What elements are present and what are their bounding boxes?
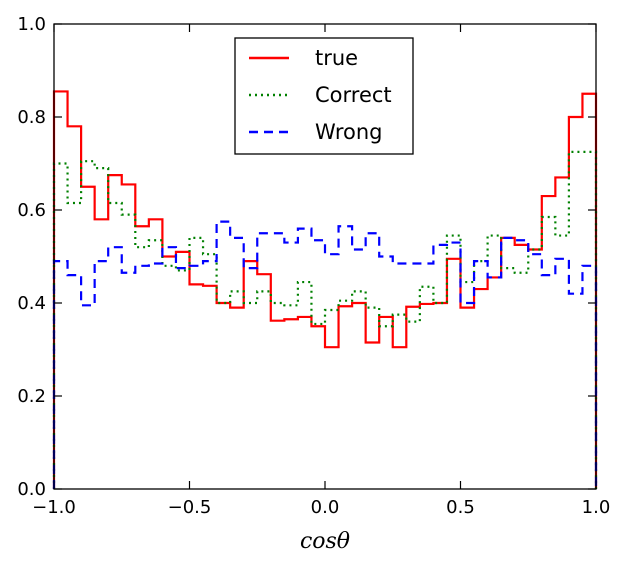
ticks-layer (53, 23, 597, 490)
legend-entry-true: true (249, 46, 358, 70)
legend-label-wrong: Wrong (315, 120, 382, 144)
series-line-wrong (52, 220, 598, 489)
x-tick-label-2: 0.0 (311, 497, 340, 518)
y-tick-label-2: 0.4 (17, 293, 46, 314)
series-wrong (52, 220, 598, 489)
legend-label-correct: Correct (315, 83, 392, 107)
legend-label-true: true (315, 46, 358, 70)
y-tick-label-0: 0.0 (17, 479, 46, 500)
x-tick-labels: −1.0 −0.5 0.0 0.5 1.0 (32, 497, 610, 518)
series-layer (52, 90, 598, 489)
legend: true Correct Wrong (234, 37, 414, 155)
y-tick-labels: 0.0 0.2 0.4 0.6 0.8 1.0 (17, 14, 46, 500)
legend-entry-wrong: Wrong (249, 120, 382, 144)
legend-entry-correct: Correct (249, 83, 392, 107)
x-tick-label-0: −1.0 (32, 497, 76, 518)
legend-entries: true Correct Wrong (249, 46, 392, 144)
y-tick-label-1: 0.2 (17, 386, 46, 407)
y-tick-label-5: 1.0 (17, 14, 46, 35)
y-tick-label-3: 0.6 (17, 200, 46, 221)
x-tick-label-1: −0.5 (168, 497, 212, 518)
x-axis-title: cosθ (300, 529, 350, 554)
x-tick-label-3: 0.5 (446, 497, 475, 518)
x-tick-label-4: 1.0 (582, 497, 611, 518)
y-tick-label-4: 0.8 (17, 107, 46, 128)
